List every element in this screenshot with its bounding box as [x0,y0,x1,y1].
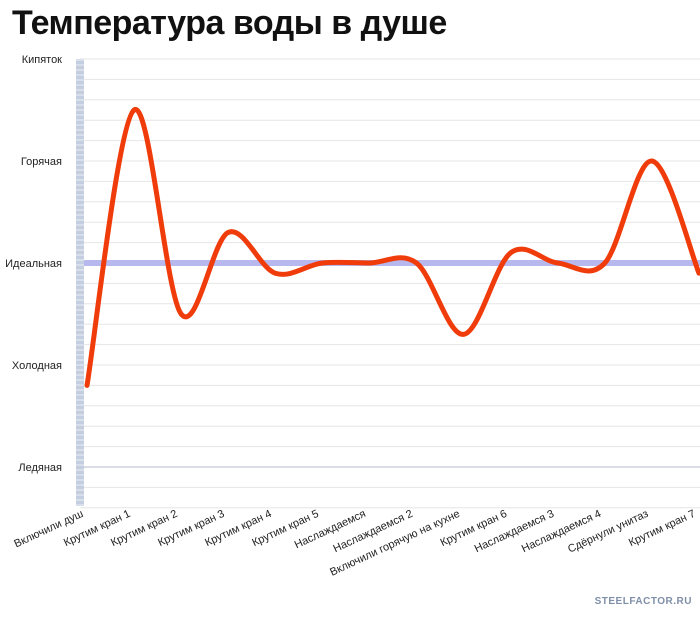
x-tick-label: Сдёрнули унитаз [566,508,650,556]
y-tick-label: Идеальная [5,258,62,270]
data-points [85,108,700,388]
y-tick-label: Холодная [12,360,62,372]
y-tick-label: Кипяток [22,54,62,66]
y-tick-labels: Ледяная Холодная Идеальная Горячая Кипяток [5,54,62,474]
y-tick-label: Горячая [21,156,62,168]
y-axis-strip [76,59,84,506]
chart-title: Температура воды в душе [12,4,447,42]
y-tick-label: Ледяная [18,462,62,474]
x-tick-label: Наслаждаемся 4 [520,508,603,555]
x-tick-label: Наслаждаемся 3 [473,508,556,555]
watermark: STEELFACTOR.RU [594,596,692,607]
series-line [84,107,700,388]
